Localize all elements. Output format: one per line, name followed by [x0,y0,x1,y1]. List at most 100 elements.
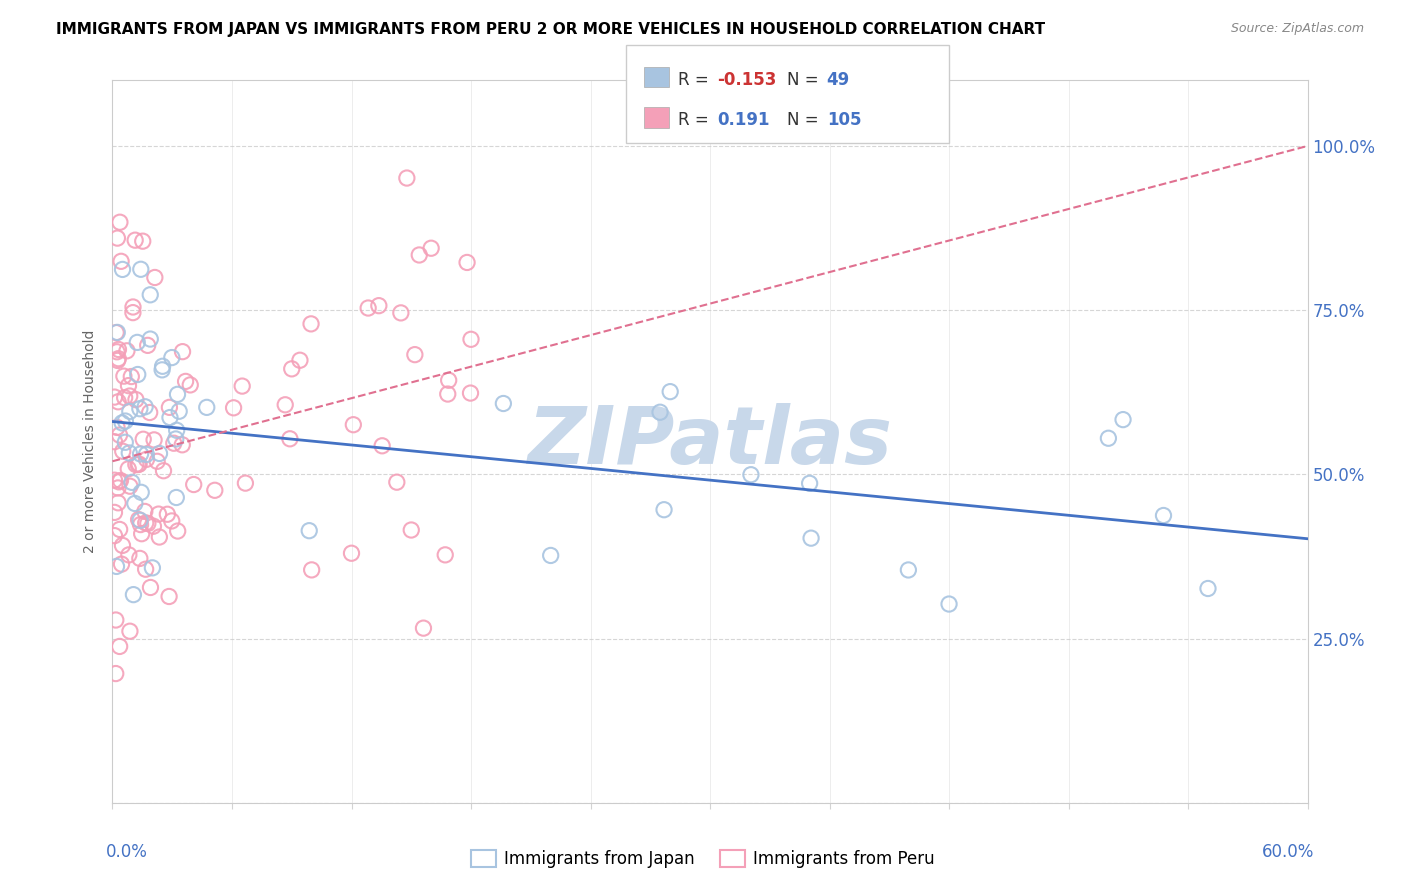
Point [118,389,141,403]
Point [107,496,129,510]
Point [142,519,165,533]
Point [235,476,257,491]
Text: IMMIGRANTS FROM JAPAN VS IMMIGRANTS FROM PERU 2 OR MORE VEHICLES IN HOUSEHOLD CO: IMMIGRANTS FROM JAPAN VS IMMIGRANTS FROM… [56,22,1046,37]
Point [108,523,131,537]
Point [456,255,478,269]
Point [105,326,128,340]
Y-axis label: 2 or more Vehicles in Household: 2 or more Vehicles in Household [83,330,97,553]
Point [129,447,152,461]
Point [107,353,129,368]
Point [110,254,132,268]
Text: R =: R = [678,112,714,129]
Point [146,454,169,468]
Point [111,416,134,430]
Point [404,348,426,362]
Point [135,452,157,467]
Point [136,516,159,531]
Point [127,368,149,382]
Point [107,481,129,495]
Point [648,405,671,419]
Point [274,398,297,412]
Point [125,392,148,407]
Text: 105: 105 [827,112,862,129]
Point [135,562,157,576]
Point [134,400,156,414]
Point [103,434,125,449]
Point [195,401,218,415]
Point [800,531,823,545]
Point [143,433,166,447]
Text: ZIPatlas: ZIPatlas [527,402,893,481]
Point [1097,431,1119,445]
Point [897,563,920,577]
Point [420,241,443,255]
Text: N =: N = [787,112,824,129]
Point [128,513,150,527]
Point [167,404,190,418]
Point [122,588,145,602]
Point [114,414,136,428]
Point [105,559,128,574]
Point [389,306,412,320]
Point [1197,582,1219,596]
Point [157,590,180,604]
Point [124,233,146,247]
Point [385,475,408,490]
Point [412,621,434,635]
Point [117,378,139,392]
Point [163,436,186,450]
Point [281,362,304,376]
Point [129,513,152,527]
Point [159,410,181,425]
Point [143,270,166,285]
Point [118,548,141,562]
Point [127,458,149,472]
Point [128,401,150,416]
Point [108,475,131,489]
Point [150,363,173,377]
Point [299,317,322,331]
Point [652,502,675,516]
Point [111,444,134,458]
Point [278,432,301,446]
Point [129,517,152,532]
Point [132,234,155,248]
Point [111,538,134,552]
Point [740,467,762,482]
Point [183,477,205,491]
Point [114,391,136,405]
Point [139,581,162,595]
Point [460,332,482,346]
Point [231,379,253,393]
Point [141,561,163,575]
Point [108,640,131,654]
Point [138,405,160,419]
Point [118,446,141,460]
Point [204,483,226,498]
Point [103,473,125,487]
Text: R =: R = [678,71,714,89]
Point [152,464,174,478]
Point [1153,508,1175,523]
Point [166,387,188,401]
Point [118,479,141,493]
Point [117,462,139,476]
Point [135,447,157,461]
Point [395,171,418,186]
Point [128,551,150,566]
Point [139,287,162,301]
Point [342,417,364,432]
Point [104,666,127,681]
Point [125,458,148,472]
Point [357,301,380,315]
Point [659,384,682,399]
Legend: Immigrants from Japan, Immigrants from Peru: Immigrants from Japan, Immigrants from P… [464,843,942,875]
Text: -0.153: -0.153 [717,71,776,89]
Text: 60.0%: 60.0% [1263,843,1315,861]
Point [434,548,457,562]
Point [134,504,156,518]
Point [107,351,129,366]
Point [120,369,142,384]
Text: 0.0%: 0.0% [105,843,148,861]
Point [540,549,562,563]
